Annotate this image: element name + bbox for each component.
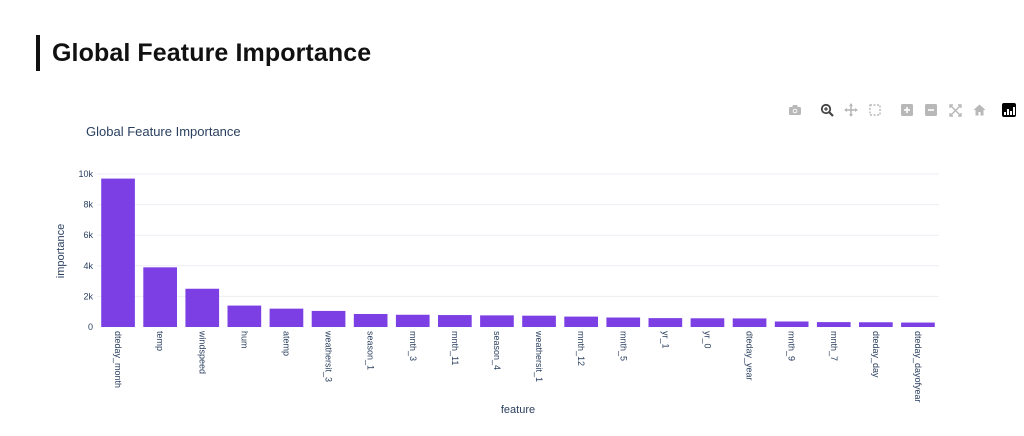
page-header: Global Feature Importance bbox=[36, 34, 371, 72]
bar-weathersit_1[interactable] bbox=[522, 315, 556, 327]
bar-weathersit_3[interactable] bbox=[311, 310, 346, 327]
x-tick-label: dteday_day bbox=[871, 331, 881, 378]
bar-dteday_dayofyear[interactable] bbox=[901, 322, 935, 327]
x-tick-label: mnth_3 bbox=[408, 331, 418, 361]
x-tick-label: mnth_12 bbox=[576, 331, 586, 366]
box-select-icon[interactable] bbox=[866, 102, 884, 118]
x-tick-label: dteday_month bbox=[113, 331, 123, 388]
chart-modebar bbox=[786, 102, 1016, 118]
header-accent-bar bbox=[36, 35, 40, 71]
zoom-in-icon[interactable] bbox=[898, 102, 916, 118]
y-axis-title: importance bbox=[55, 224, 67, 278]
y-tick-label: 2k bbox=[83, 291, 93, 301]
x-tick-label: dteday_dayofyear bbox=[913, 331, 923, 403]
y-tick-label: 4k bbox=[83, 261, 93, 271]
bar-dteday_day[interactable] bbox=[859, 322, 893, 327]
x-tick-label: temp bbox=[155, 331, 165, 351]
y-tick-label: 8k bbox=[83, 200, 93, 210]
x-tick-label: mnth_9 bbox=[787, 331, 797, 361]
zoom-icon[interactable] bbox=[818, 102, 836, 118]
pan-icon[interactable] bbox=[842, 102, 860, 118]
y-tick-label: 10k bbox=[78, 169, 93, 179]
bar-mnth_3[interactable] bbox=[395, 314, 430, 327]
y-tick-label: 0 bbox=[88, 322, 93, 332]
bar-season_1[interactable] bbox=[353, 313, 388, 327]
page-title: Global Feature Importance bbox=[52, 38, 372, 67]
x-tick-label: season_4 bbox=[492, 331, 502, 370]
x-tick-label: mnth_5 bbox=[618, 331, 628, 361]
plotly-logo-icon[interactable] bbox=[1002, 103, 1016, 117]
x-tick-label: season_1 bbox=[366, 331, 376, 370]
x-tick-label: mnth_7 bbox=[829, 331, 839, 361]
x-tick-label: windspeed bbox=[197, 330, 207, 374]
reset-axes-icon[interactable] bbox=[970, 102, 988, 118]
x-tick-label: yr_1 bbox=[660, 331, 670, 349]
bar-windspeed[interactable] bbox=[185, 288, 220, 327]
bar-atemp[interactable] bbox=[269, 308, 304, 327]
x-axis-ticks: dteday_month temp windspeed hum atemp weather… bbox=[113, 330, 923, 403]
bars bbox=[101, 178, 935, 327]
camera-icon[interactable] bbox=[786, 102, 804, 118]
bar-mnth_12[interactable] bbox=[564, 316, 598, 327]
x-tick-label: yr_0 bbox=[702, 331, 712, 349]
x-tick-label: atemp bbox=[281, 331, 291, 356]
bar-mnth_5[interactable] bbox=[606, 317, 641, 327]
bar-season_4[interactable] bbox=[480, 315, 514, 327]
x-tick-label: dteday_year bbox=[745, 331, 755, 381]
bar-mnth_11[interactable] bbox=[438, 315, 472, 327]
y-axis-ticks: 0 2k 4k 6k 8k 10k bbox=[78, 169, 93, 332]
bar-temp[interactable] bbox=[143, 267, 177, 327]
gridlines bbox=[97, 173, 939, 297]
bar-hum[interactable] bbox=[227, 305, 262, 327]
autoscale-icon[interactable] bbox=[946, 102, 964, 118]
x-tick-label: weathersit_1 bbox=[534, 330, 544, 382]
bar-mnth_7[interactable] bbox=[816, 322, 851, 327]
x-tick-label: weathersit_3 bbox=[324, 330, 334, 382]
bar-mnth_9[interactable] bbox=[774, 321, 809, 327]
y-tick-label: 6k bbox=[83, 230, 93, 240]
x-axis-title: feature bbox=[501, 404, 535, 416]
bar-dteday_month[interactable] bbox=[101, 178, 135, 327]
chart-title: Global Feature Importance bbox=[86, 124, 241, 139]
bar-yr_1[interactable] bbox=[648, 318, 683, 327]
zoom-out-icon[interactable] bbox=[922, 102, 940, 118]
x-tick-label: mnth_11 bbox=[450, 331, 460, 365]
bar-dteday_year[interactable] bbox=[732, 318, 767, 327]
x-tick-label: hum bbox=[239, 331, 249, 349]
bar-yr_0[interactable] bbox=[690, 318, 725, 327]
